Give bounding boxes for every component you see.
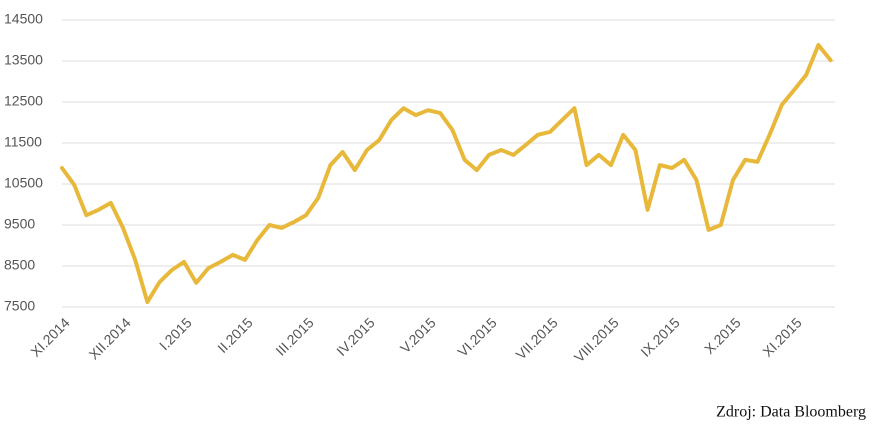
x-tick-label: II.2015 <box>214 314 256 356</box>
x-tick-label: XI.2015 <box>759 314 805 360</box>
x-tick-label: III.2015 <box>272 314 316 358</box>
x-tick-label: XII.2014 <box>86 314 134 362</box>
data-line <box>60 43 833 305</box>
x-tick-label: VII.2015 <box>513 314 561 362</box>
x-tick-label: XI.2014 <box>27 314 73 360</box>
x-tick-label: X.2015 <box>701 314 744 357</box>
y-tick-label: 10500 <box>4 175 43 191</box>
x-tick-label: VIII.2015 <box>571 314 622 365</box>
y-tick-label: 13500 <box>4 52 43 68</box>
x-tick-label: IX.2015 <box>637 314 683 360</box>
y-tick-label: 9500 <box>4 216 35 232</box>
y-tick-label: 12500 <box>4 93 43 109</box>
x-tick-label: VI.2015 <box>454 314 500 360</box>
x-tick-label: V.2015 <box>397 314 439 356</box>
y-tick-label: 7500 <box>4 298 35 314</box>
y-tick-label: 8500 <box>4 257 35 273</box>
x-tick-label: I.2015 <box>156 314 195 353</box>
y-tick-label: 11500 <box>4 134 42 150</box>
source-note: Zdroj: Data Bloomberg <box>716 404 866 421</box>
y-tick-label: 14500 <box>4 11 43 27</box>
x-tick-label: IV.2015 <box>333 314 378 359</box>
